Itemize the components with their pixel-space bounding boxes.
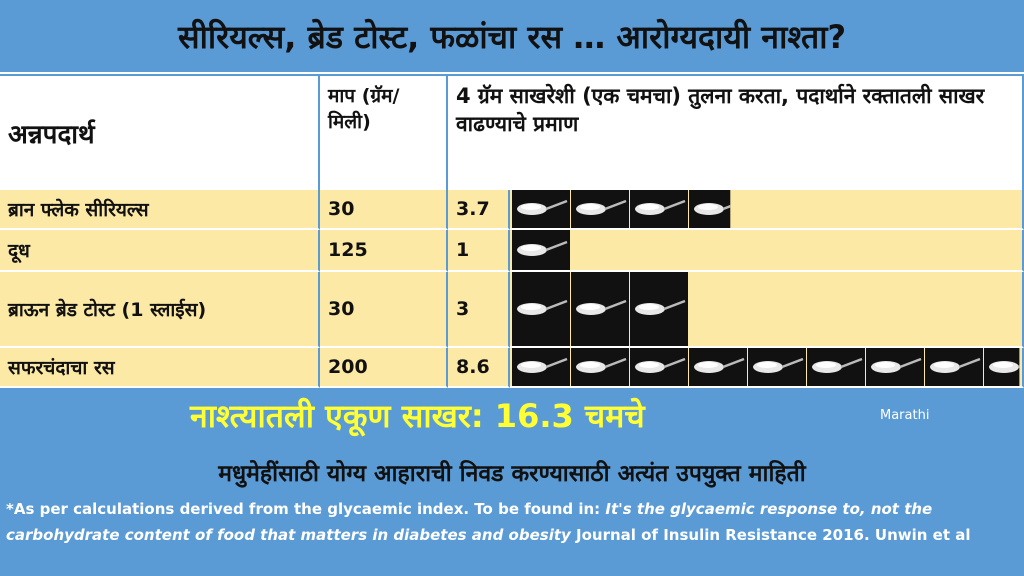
spoon [689,348,747,386]
spoon [630,190,688,228]
spoon [512,348,570,386]
spoon [748,348,806,386]
table-cell: 3.7 [448,190,510,230]
spoon [571,348,629,386]
table-cell: 30 [320,190,448,230]
spoon [512,272,570,346]
table-cell: ब्राऊन ब्रेड टोस्ट (1 स्लाईस) [0,272,320,348]
header-cell: माप (ग्रॅम/ मिली) [320,76,448,190]
footnote-title: It's the glycaemic response to, not the … [6,500,933,544]
spoon [630,272,688,346]
spoon [571,272,629,346]
spoon-row [512,272,688,346]
spoon [807,348,865,386]
title: सीरियल्स, ब्रेड टोस्ट, फळांचा रस … आरोग्… [0,0,1024,74]
subtitle: मधुमेहींसाठी योग्य आहाराची निवड करण्यासा… [218,461,806,487]
spoon-row [512,230,570,270]
spoon [512,230,570,270]
spoon [866,348,924,386]
table-cell: ब्रान फ्लेक सीरियल्स [0,190,320,230]
table-cell: 3 [448,272,510,348]
table-cell: सफरचंदाचा रस [0,348,320,388]
spoon [925,348,983,386]
table-cell: 125 [320,230,448,272]
spoon [984,348,1020,386]
total: नाश्त्यातली एकूण साखर: 16.3 चमचे [190,397,645,435]
table-cell: 200 [320,348,448,388]
language: Marathi [880,408,930,423]
spoon [689,190,731,228]
table-cell: 30 [320,272,448,348]
spoon [571,190,629,228]
table-cell: 1 [448,230,510,272]
spoon [512,190,570,228]
header-cell: अन्नपदार्थ [0,76,320,190]
footnote-text: Journal of Insulin Resistance 2016. Unwi… [570,526,971,544]
table-cell: दूध [0,230,320,272]
footnote-text: *As per calculations derived from the gl… [6,500,606,518]
header-cell: 4 ग्रॅम साखरेशी (एक चमचा) तुलना करता, पद… [448,76,1024,190]
table-cell: 8.6 [448,348,510,388]
footnote: *As per calculations derived from the gl… [6,496,1022,548]
spoon-row [512,348,1020,386]
spoon-row [512,190,731,228]
spoon [630,348,688,386]
spoon-cell [510,230,1024,272]
